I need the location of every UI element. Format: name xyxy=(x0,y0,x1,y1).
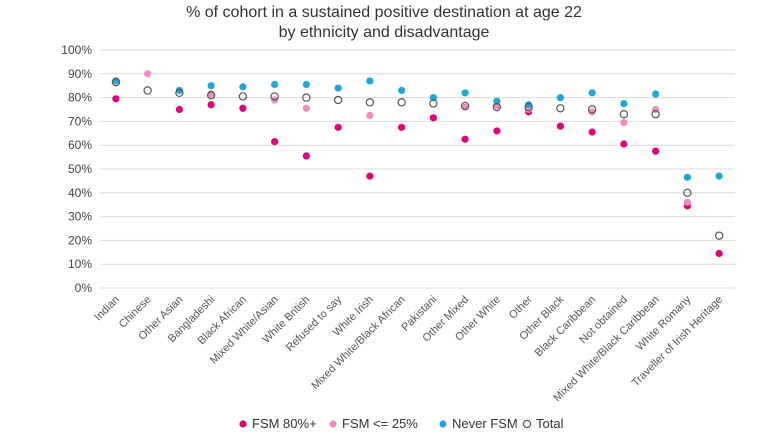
data-point xyxy=(683,188,692,197)
data-point xyxy=(683,198,691,206)
y-tick-label: 10% xyxy=(68,257,92,271)
data-point xyxy=(715,172,723,180)
data-point xyxy=(620,118,628,127)
data-point xyxy=(588,108,596,116)
data-point xyxy=(397,98,406,107)
data-point xyxy=(334,84,342,92)
data-point xyxy=(460,101,470,111)
data-point xyxy=(207,101,215,109)
data-point xyxy=(556,104,565,113)
data-point xyxy=(207,82,215,90)
data-point xyxy=(493,127,501,135)
data-point xyxy=(556,122,564,130)
legend-label: Total xyxy=(536,416,564,431)
legend-label: FSM 80%+ xyxy=(252,416,317,431)
data-point xyxy=(556,94,564,102)
y-tick-label: 20% xyxy=(68,233,92,247)
data-point xyxy=(206,91,216,100)
data-point xyxy=(429,99,438,108)
legend-label: Never FSM xyxy=(452,416,518,431)
data-point xyxy=(492,102,502,112)
data-point xyxy=(333,95,343,105)
legend-marker xyxy=(239,420,247,428)
data-point xyxy=(651,110,660,119)
y-tick-label: 30% xyxy=(68,210,92,224)
data-point xyxy=(398,123,406,131)
data-point xyxy=(652,147,660,155)
data-point xyxy=(334,123,342,131)
legend: FSM 80%+ FSM <= 25% Never FSM Total xyxy=(239,416,564,431)
data-point xyxy=(429,94,437,102)
data-point xyxy=(111,77,121,87)
y-axis: 0% 10% 20% 30% 40% 50% 60% 70% 80% 90% 100% xyxy=(61,43,92,295)
data-point xyxy=(302,80,310,89)
data-point xyxy=(144,70,152,78)
y-tick-label: 40% xyxy=(68,186,92,200)
data-point xyxy=(398,86,406,95)
data-point xyxy=(588,128,596,136)
data-point xyxy=(302,93,311,102)
data-point xyxy=(239,83,247,91)
x-tick-label: Indian xyxy=(92,294,122,324)
data-points xyxy=(111,70,724,258)
data-point xyxy=(366,172,374,180)
data-point xyxy=(525,101,533,109)
legend-marker xyxy=(522,419,532,429)
y-tick-label: 100% xyxy=(61,43,92,57)
data-point xyxy=(588,89,596,97)
data-point xyxy=(493,97,501,105)
data-point xyxy=(652,90,660,98)
data-point xyxy=(175,86,183,95)
data-point xyxy=(302,152,310,160)
x-tick-label: Refused to say xyxy=(284,293,345,354)
data-point xyxy=(271,80,279,89)
data-point xyxy=(302,104,310,112)
grid-lines xyxy=(100,49,735,289)
chart-subtitle: by ethnicity and disadvantage xyxy=(279,24,490,41)
data-point xyxy=(366,111,374,120)
y-tick-label: 90% xyxy=(68,67,92,81)
data-point xyxy=(461,89,469,97)
y-tick-label: 50% xyxy=(68,162,92,176)
legend-label: FSM <= 25% xyxy=(342,416,418,431)
data-point xyxy=(429,114,437,122)
data-point xyxy=(112,95,120,103)
legend-marker xyxy=(439,420,447,428)
data-point xyxy=(239,104,247,112)
data-point xyxy=(270,92,279,101)
y-tick-label: 70% xyxy=(68,114,92,128)
data-point xyxy=(715,249,723,258)
data-point xyxy=(175,88,184,98)
data-point xyxy=(238,92,248,101)
data-point xyxy=(365,98,375,107)
y-tick-label: 0% xyxy=(75,281,93,295)
chart-title: % of cohort in a sustained positive dest… xyxy=(186,4,582,21)
data-point xyxy=(587,105,597,114)
data-point xyxy=(620,99,628,108)
data-point xyxy=(366,77,374,85)
data-point xyxy=(714,231,724,240)
legend-marker xyxy=(329,420,337,428)
y-tick-label: 80% xyxy=(68,91,92,105)
data-point xyxy=(461,135,469,143)
data-point xyxy=(271,138,279,146)
y-tick-label: 60% xyxy=(68,138,92,152)
data-point xyxy=(683,173,691,181)
data-point xyxy=(143,86,152,95)
x-tick-label: Other xyxy=(507,293,535,321)
data-point xyxy=(175,105,183,114)
x-tick-label: White Romany xyxy=(634,293,694,353)
data-point xyxy=(619,110,629,119)
data-point xyxy=(524,102,533,112)
data-point xyxy=(620,140,628,148)
